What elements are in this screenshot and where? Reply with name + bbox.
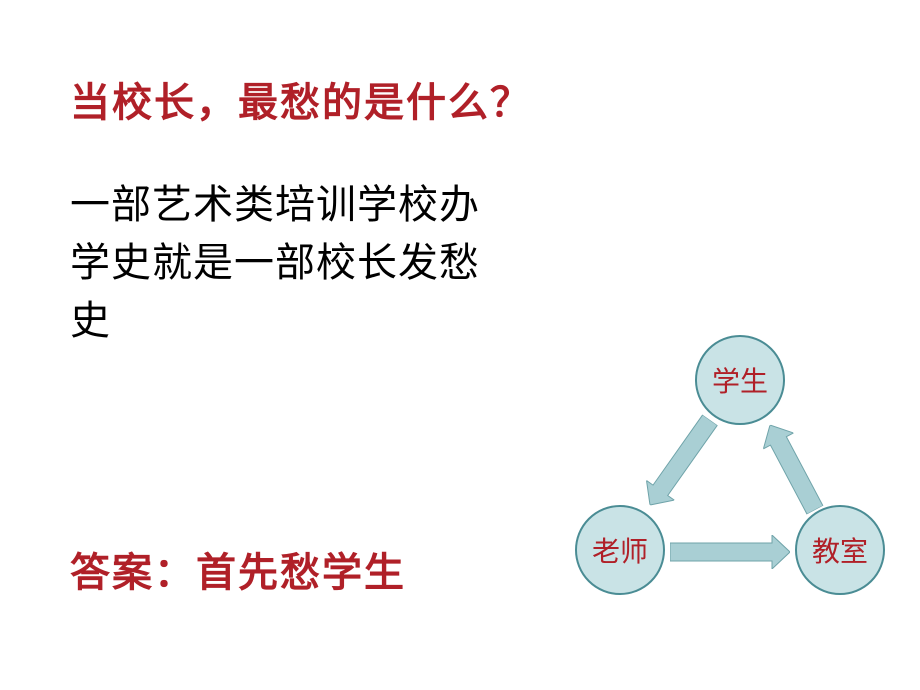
- arrow-left-to-right: [670, 535, 790, 569]
- node-left-label: 老师: [592, 530, 648, 570]
- node-top-label: 学生: [712, 360, 768, 400]
- node-left: 老师: [575, 505, 665, 595]
- node-right-label: 教室: [812, 530, 868, 570]
- arrow-right-to-top: [755, 417, 830, 518]
- slide-answer: 答案：首先愁学生: [70, 540, 406, 598]
- node-top: 学生: [695, 335, 785, 425]
- arrow-top-to-left: [636, 410, 724, 515]
- relationship-diagram: 学生老师教室: [540, 320, 860, 610]
- slide: 当校长，最愁的是什么？ 一部艺术类培训学校办学史就是一部校长发愁史 答案：首先愁…: [0, 0, 920, 690]
- slide-title: 当校长，最愁的是什么？: [70, 70, 860, 128]
- node-right: 教室: [795, 505, 885, 595]
- slide-subtitle: 一部艺术类培训学校办学史就是一部校长发愁史: [70, 176, 510, 350]
